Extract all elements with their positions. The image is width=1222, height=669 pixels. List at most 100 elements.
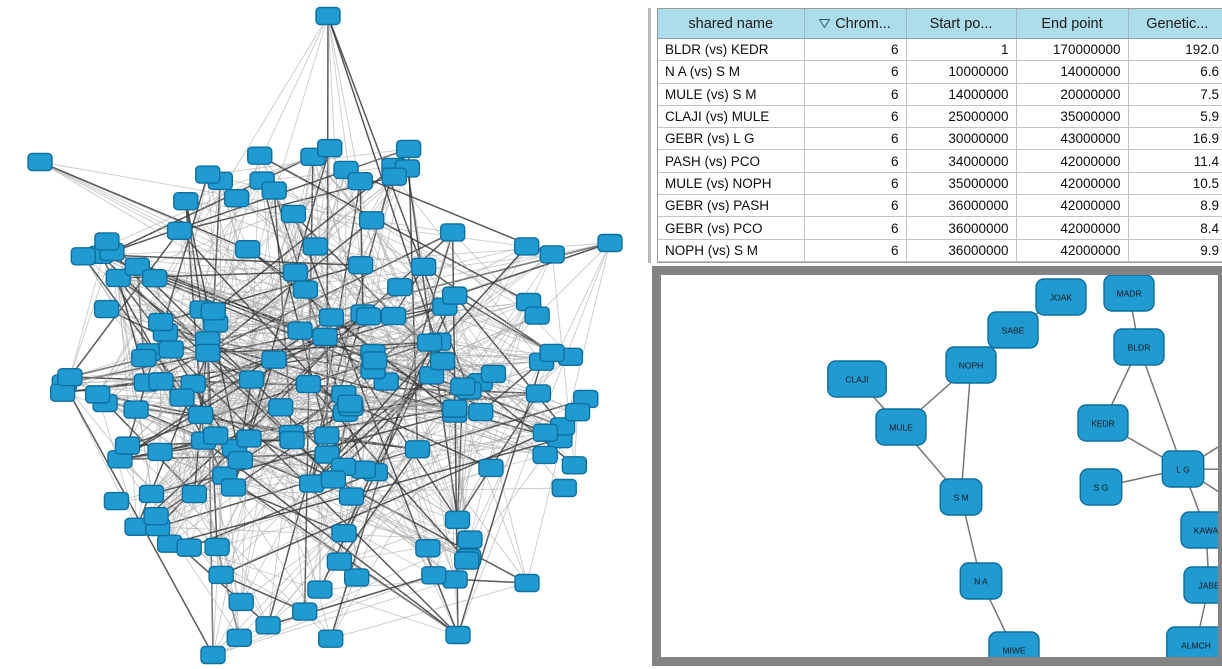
network-edge[interactable]	[423, 266, 553, 354]
network-edge[interactable]	[240, 356, 571, 603]
network-edge[interactable]	[169, 15, 329, 544]
network-node[interactable]	[227, 451, 254, 470]
table-cell-shared_name[interactable]: NOPH (vs) S M	[658, 239, 805, 262]
network-edge[interactable]	[236, 197, 553, 354]
table-cell-genetic[interactable]: 8.4	[1128, 216, 1222, 240]
table-cell-genetic[interactable]: 16.9	[1128, 127, 1222, 151]
network-edge[interactable]	[151, 289, 306, 495]
network-node[interactable]	[302, 237, 329, 256]
network-edge[interactable]	[212, 539, 471, 656]
table-cell-end_point[interactable]: 42000000	[1016, 172, 1129, 196]
network-node[interactable]	[94, 232, 120, 251]
table-cell-end_point[interactable]: 43000000	[1016, 127, 1129, 151]
overview-network-canvas[interactable]	[0, 0, 648, 669]
network-edge[interactable]	[212, 310, 376, 473]
network-edge[interactable]	[64, 352, 208, 384]
table-cell-genetic[interactable]: 6.6	[1128, 60, 1222, 84]
network-edge[interactable]	[345, 412, 455, 415]
table-cell-end_point[interactable]: 42000000	[1016, 194, 1129, 218]
network-node[interactable]	[387, 277, 413, 297]
network-node[interactable]	[597, 233, 623, 253]
network-edge[interactable]	[220, 286, 401, 576]
network-node[interactable]	[158, 340, 184, 359]
column-header-genetic[interactable]: Genetic...	[1128, 9, 1222, 39]
table-cell-end_point[interactable]: 42000000	[1016, 216, 1129, 240]
table-cell-shared_name[interactable]: N A (vs) S M	[658, 60, 805, 84]
network-node[interactable]	[148, 372, 174, 391]
table-cell-shared_name[interactable]: GEBR (vs) PASH	[658, 194, 805, 218]
network-node[interactable]	[454, 551, 480, 570]
network-edge[interactable]	[148, 351, 373, 354]
network-edge[interactable]	[454, 295, 528, 584]
network-node[interactable]	[404, 440, 431, 459]
network-node[interactable]	[255, 616, 281, 635]
network-edge[interactable]	[261, 180, 424, 268]
network-edge[interactable]	[343, 467, 492, 534]
network-node-BLDR[interactable]	[1113, 328, 1165, 366]
network-node-SABE[interactable]	[987, 311, 1039, 349]
table-cell-shared_name[interactable]: PASH (vs) PCO	[658, 149, 805, 173]
network-edge[interactable]	[64, 336, 326, 384]
network-node[interactable]	[247, 146, 273, 165]
network-node[interactable]	[280, 204, 307, 224]
table-row[interactable]: BLDR (vs) KEDR 6 1 170000000 192.0	[658, 38, 1222, 62]
network-node[interactable]	[442, 570, 468, 589]
network-node[interactable]	[347, 172, 373, 191]
network-node[interactable]	[307, 580, 333, 599]
network-node[interactable]	[445, 625, 471, 645]
network-edge[interactable]	[327, 15, 435, 576]
network-node[interactable]	[441, 399, 468, 418]
network-node[interactable]	[204, 537, 230, 557]
network-edge[interactable]	[160, 246, 316, 323]
network-edge[interactable]	[207, 352, 214, 656]
network-edge[interactable]	[111, 251, 344, 468]
table-cell-genetic[interactable]: 7.5	[1128, 83, 1222, 106]
table-cell-shared_name[interactable]: MULE (vs) S M	[658, 83, 805, 106]
table-cell-chrom[interactable]: 6	[804, 149, 907, 173]
network-node[interactable]	[220, 478, 247, 497]
table-cell-end_point[interactable]: 35000000	[1016, 105, 1129, 129]
network-node[interactable]	[525, 384, 552, 403]
network-edge[interactable]	[207, 174, 240, 638]
network-node[interactable]	[141, 269, 168, 288]
network-node-MULE[interactable]	[875, 408, 927, 446]
table-cell-start_point[interactable]: 36000000	[906, 216, 1017, 240]
network-node-JABE[interactable]	[1183, 566, 1222, 604]
network-edge[interactable]	[185, 200, 458, 521]
network-edge[interactable]	[311, 483, 469, 559]
network-edge[interactable]	[215, 323, 469, 558]
network-node-S-M[interactable]	[939, 478, 983, 516]
table-cell-start_point[interactable]: 1	[906, 38, 1017, 62]
network-edge[interactable]	[135, 168, 408, 410]
network-edge[interactable]	[330, 582, 528, 640]
network-node[interactable]	[318, 629, 344, 648]
network-node[interactable]	[347, 256, 374, 275]
network-edge[interactable]	[433, 301, 530, 576]
network-node[interactable]	[228, 592, 254, 612]
network-node[interactable]	[450, 377, 476, 396]
network-node[interactable]	[123, 400, 149, 419]
network-edge[interactable]	[233, 486, 345, 534]
network-edge[interactable]	[220, 574, 305, 613]
table-cell-start_point[interactable]: 34000000	[906, 149, 1017, 173]
network-node[interactable]	[480, 364, 507, 384]
column-header-end-point[interactable]: End point	[1016, 9, 1129, 39]
network-edge[interactable]	[359, 181, 364, 314]
network-edge[interactable]	[169, 180, 221, 544]
network-edge[interactable]	[207, 341, 430, 354]
network-edge[interactable]	[219, 180, 275, 360]
table-cell-chrom[interactable]: 6	[804, 216, 907, 240]
network-edge[interactable]	[462, 254, 553, 387]
network-node[interactable]	[291, 602, 318, 621]
network-edge[interactable]	[267, 532, 345, 626]
table-cell-shared_name[interactable]: CLAJI (vs) MULE	[658, 105, 805, 129]
network-edge[interactable]	[351, 496, 456, 580]
network-node[interactable]	[561, 456, 588, 475]
table-cell-genetic[interactable]: 8.9	[1128, 194, 1222, 218]
network-edge[interactable]	[100, 254, 353, 498]
network-edge[interactable]	[97, 15, 329, 395]
edge-attribute-table[interactable]: shared name Chrom...	[658, 9, 1222, 262]
network-edge[interactable]	[259, 155, 435, 576]
network-edge[interactable]	[330, 360, 444, 639]
network-edge[interactable]	[339, 519, 458, 562]
